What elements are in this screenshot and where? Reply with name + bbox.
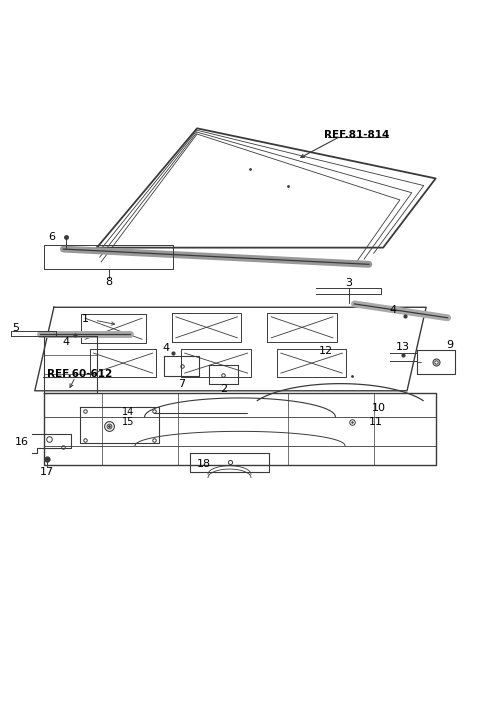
- Text: 17: 17: [40, 467, 54, 477]
- Text: 12: 12: [319, 346, 333, 356]
- Text: 5: 5: [12, 323, 19, 333]
- Text: 16: 16: [14, 437, 28, 447]
- Text: 1: 1: [82, 315, 88, 324]
- Text: 15: 15: [121, 417, 134, 427]
- Text: REF.81-814: REF.81-814: [324, 129, 390, 140]
- Text: 4: 4: [162, 343, 169, 353]
- Text: 14: 14: [122, 408, 134, 417]
- Text: 6: 6: [48, 231, 55, 241]
- Text: 9: 9: [446, 341, 454, 351]
- Text: 11: 11: [369, 417, 383, 427]
- Text: 7: 7: [178, 378, 185, 388]
- Text: REF.60-612: REF.60-612: [47, 369, 112, 379]
- Text: 10: 10: [372, 403, 385, 413]
- Text: 13: 13: [396, 342, 410, 352]
- Text: 4: 4: [62, 337, 70, 346]
- Text: 8: 8: [105, 278, 112, 288]
- Text: 3: 3: [345, 278, 352, 288]
- Text: 18: 18: [197, 459, 211, 469]
- Text: 2: 2: [220, 384, 227, 394]
- Text: 4: 4: [389, 305, 396, 315]
